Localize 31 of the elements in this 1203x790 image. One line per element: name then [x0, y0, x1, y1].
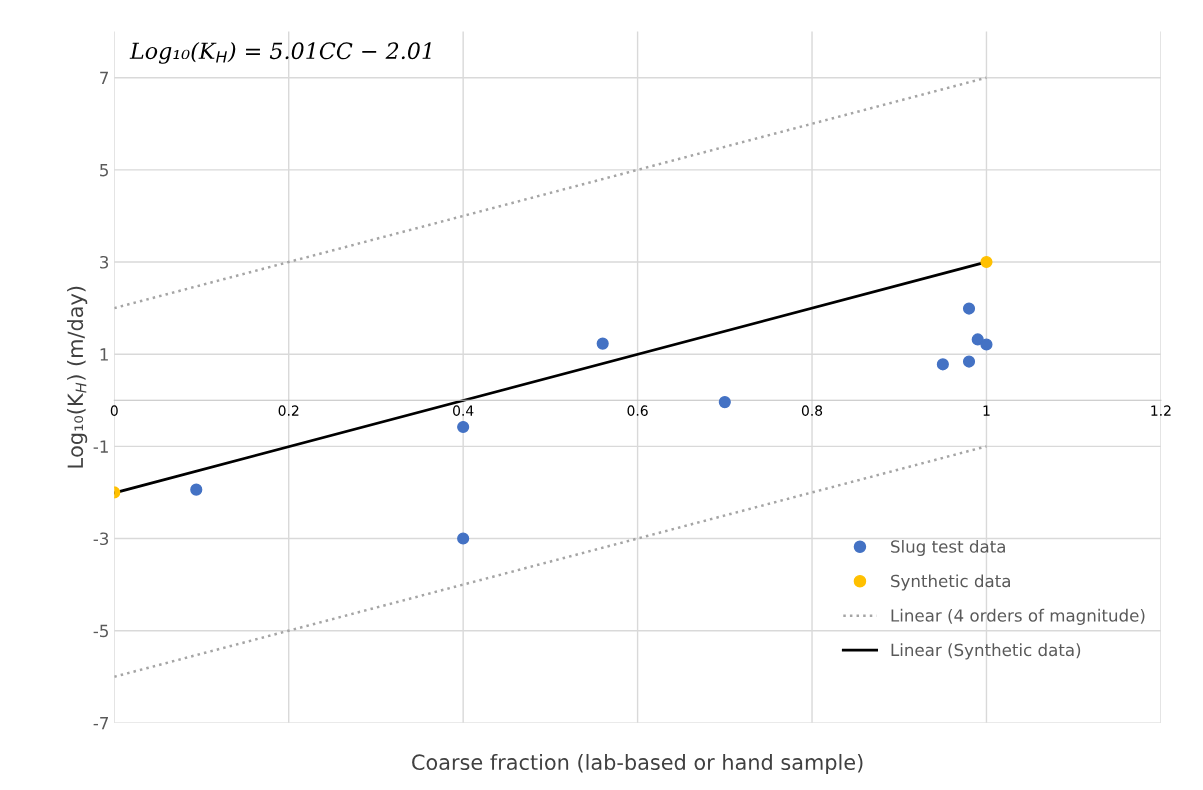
- x-tick-label: 0.8: [801, 405, 823, 416]
- point: [457, 532, 470, 545]
- annotation: Log₁₀(K$_{H}$) = 5.01CC − 2.01: [129, 41, 431, 64]
- y-axis-title: Log₁₀(K$_{H}$) (m/day): [67, 286, 88, 468]
- y-tick-label: -7: [93, 717, 108, 730]
- legend-label: Linear (4 orders of magnitude): [891, 608, 1145, 625]
- x-axis-title: Coarse fraction (lab-based or hand sample): [412, 753, 863, 775]
- legend-label: Slug test data: [891, 539, 1005, 557]
- x-tick-label: 1.2: [1151, 405, 1171, 416]
- y-tick-label: 3: [100, 255, 109, 269]
- x-tick-label: 0.4: [453, 405, 474, 416]
- y-tick-label: -1: [93, 440, 108, 453]
- point: [718, 396, 731, 409]
- point: [980, 338, 993, 351]
- point: [596, 337, 609, 350]
- point: [936, 358, 949, 371]
- x-tick-label: 0: [110, 405, 118, 416]
- y-tick-label: 1: [100, 348, 108, 361]
- y-tick-label: -3: [93, 532, 109, 546]
- y-tick-label: 7: [100, 71, 108, 85]
- legend-label: Linear (Synthetic data): [891, 643, 1081, 660]
- y-tick-label: 5: [100, 164, 108, 177]
- point: [962, 302, 976, 315]
- x-tick-label: 1: [983, 405, 990, 416]
- x-tick-label: 0.6: [627, 405, 648, 416]
- point: [190, 483, 203, 496]
- legend-label: Synthetic data: [891, 574, 1010, 591]
- y-tick-label: -5: [93, 624, 108, 638]
- point: [962, 355, 976, 368]
- x-tick-label: 0.2: [278, 405, 299, 416]
- point: [457, 420, 470, 434]
